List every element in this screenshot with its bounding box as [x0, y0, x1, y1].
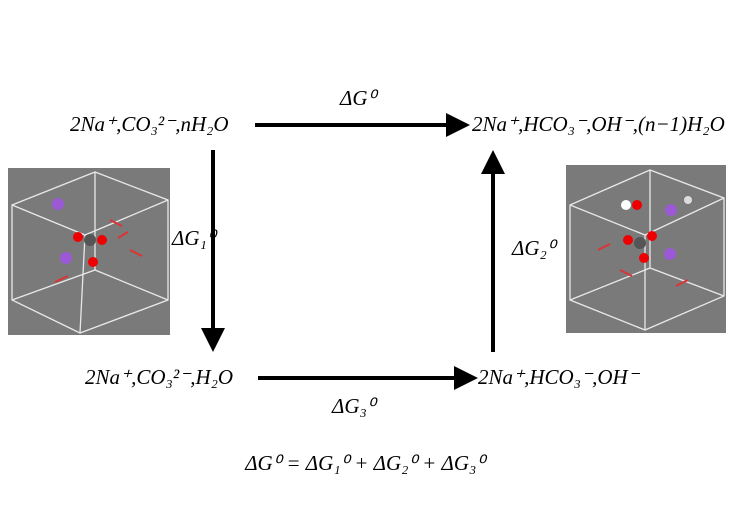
arrow-label: ΔG₂⁰ — [511, 236, 559, 260]
arrow-label: ΔG₃⁰ — [331, 394, 379, 418]
state-label: 2Na⁺,CO₃²⁻,nH₂O — [70, 112, 229, 136]
state-label: 2Na⁺,HCO₃⁻,OH⁻,(n−1)H₂O — [472, 112, 725, 136]
state-label: 2Na⁺,CO₃²⁻,H₂O — [85, 365, 233, 389]
arrow-label: ΔG⁰ — [339, 86, 379, 110]
arrow-label: ΔG₁⁰ — [171, 226, 219, 250]
equation: ΔG⁰ = ΔG₁⁰ + ΔG₂⁰ + ΔG₃⁰ — [244, 451, 488, 475]
cycle-diagram: 2Na⁺,CO₃²⁻,nH₂O 2Na⁺,HCO₃⁻,OH⁻,(n−1)H₂O … — [0, 0, 748, 518]
left-cell-image — [8, 168, 170, 335]
right-cell-image — [566, 165, 726, 333]
state-label: 2Na⁺,HCO₃⁻,OH⁻ — [478, 365, 641, 389]
